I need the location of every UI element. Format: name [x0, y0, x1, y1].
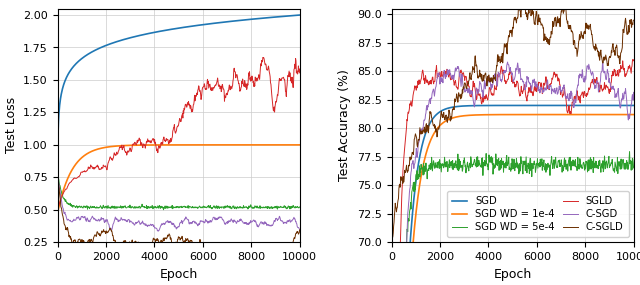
X-axis label: Epoch: Epoch: [159, 268, 198, 280]
Legend: SGD, SGD WD = 1e-4, SGD WD = 5e-4, SGLD, C-SGD, C-SGLD: SGD, SGD WD = 1e-4, SGD WD = 5e-4, SGLD,…: [447, 191, 628, 237]
Y-axis label: Test Accuracy (%): Test Accuracy (%): [339, 70, 351, 181]
X-axis label: Epoch: Epoch: [493, 268, 532, 280]
Y-axis label: Test Loss: Test Loss: [4, 97, 17, 153]
